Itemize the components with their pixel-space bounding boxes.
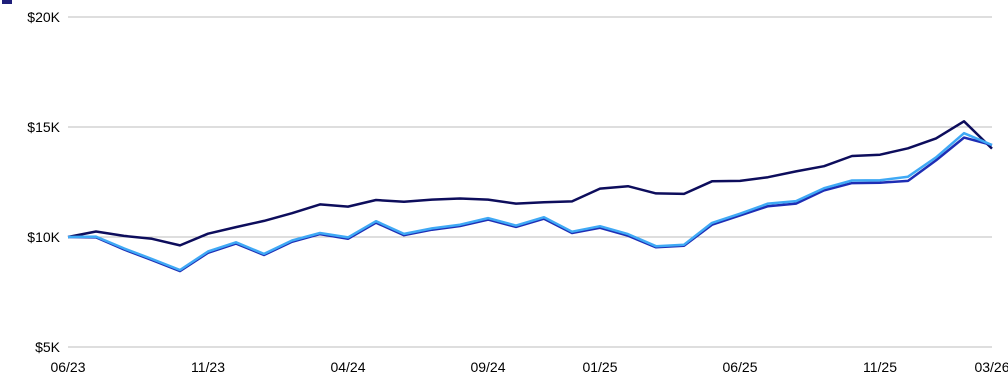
- series-group: [67, 120, 993, 273]
- legend-fragment: [2, 0, 16, 5]
- series-line-1: [67, 120, 993, 247]
- x-tick-label: 11/23: [191, 359, 225, 375]
- x-tick-label: 11/25: [863, 359, 897, 375]
- y-tick-label: $15K: [27, 119, 60, 135]
- grid-lines: [68, 16, 992, 348]
- x-tick-label: 06/23: [50, 359, 85, 375]
- y-tick-label: $5K: [35, 339, 61, 355]
- x-tick-label: 06/25: [722, 359, 757, 375]
- series-line-3: [67, 131, 993, 272]
- x-tick-label: 03/26: [974, 359, 1008, 375]
- y-tick-label: $10K: [27, 229, 60, 245]
- x-tick-label: 04/24: [330, 359, 365, 375]
- y-axis-ticks: $5K $10K $15K $20K: [27, 9, 60, 355]
- x-axis-ticks: 06/23 11/23 04/24 09/24 01/25 06/25 11/25 03/26: [50, 359, 1008, 375]
- y-tick-label: $20K: [27, 9, 60, 25]
- x-tick-label: 01/25: [582, 359, 617, 375]
- x-tick-label: 09/24: [470, 359, 505, 375]
- legend-swatch: [2, 0, 12, 4]
